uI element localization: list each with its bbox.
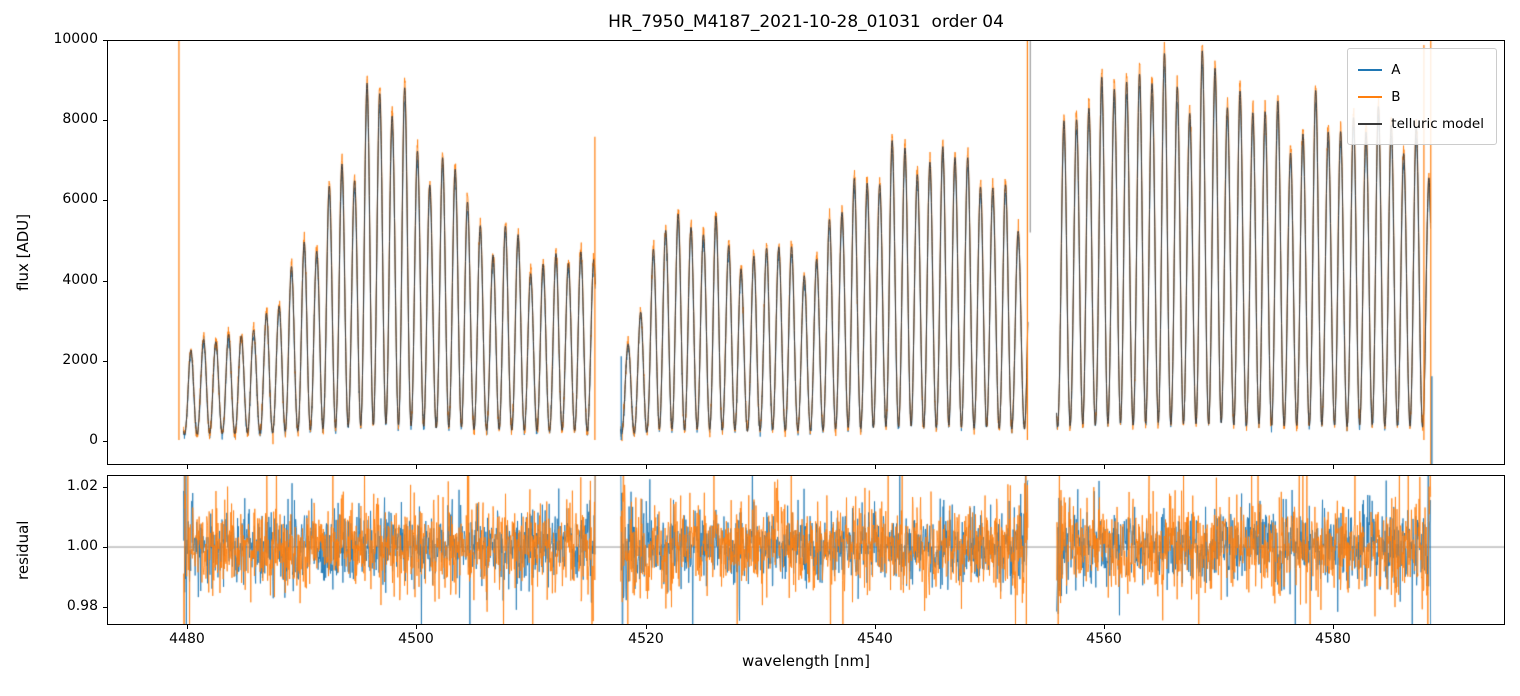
legend-label: B: [1391, 88, 1401, 105]
x-tick-mark: [1104, 465, 1105, 469]
x-tick-label: 4520: [628, 631, 664, 647]
x-tick-mark: [187, 625, 188, 629]
legend-entry: telluric model: [1358, 110, 1484, 137]
x-tick-mark: [416, 625, 417, 629]
y-tick-label: 6000: [62, 191, 98, 207]
x-tick-label: 4560: [1086, 631, 1122, 647]
legend-line-sample: [1358, 68, 1383, 71]
chart-title: HR_7950_M4187_2021-10-28_01031 order 04: [608, 12, 1004, 32]
y-tick-mark: [103, 547, 107, 548]
y-tick-label: 0.98: [66, 598, 98, 614]
x-tick-label: 4500: [398, 631, 434, 647]
y-tick-mark: [103, 487, 107, 488]
x-tick-mark: [875, 625, 876, 629]
legend-line-sample: [1358, 95, 1383, 98]
x-tick-label: 4480: [169, 631, 205, 647]
y-tick-mark: [103, 281, 107, 282]
y-tick-mark: [103, 441, 107, 442]
y-tick-mark: [103, 607, 107, 608]
y-tick-mark: [103, 200, 107, 201]
flux-plot-canvas: [108, 41, 1504, 464]
y-tick-label: 2000: [62, 352, 98, 368]
legend-entry: A: [1358, 56, 1484, 83]
y-tick-label: 4000: [62, 272, 98, 288]
y-tick-label: 0: [89, 432, 98, 448]
y-tick-mark: [103, 361, 107, 362]
y-tick-label: 1.02: [66, 478, 98, 494]
x-tick-mark: [646, 625, 647, 629]
flux-y-axis-label: flux [ADU]: [14, 213, 32, 292]
x-tick-mark: [646, 465, 647, 469]
y-tick-mark: [103, 120, 107, 121]
x-tick-mark: [1333, 465, 1334, 469]
residual-y-axis-label: residual: [14, 520, 32, 580]
x-tick-mark: [187, 465, 188, 469]
y-tick-label: 10000: [53, 31, 98, 47]
x-tick-mark: [1333, 625, 1334, 629]
y-tick-mark: [103, 40, 107, 41]
x-tick-label: 4580: [1315, 631, 1351, 647]
x-tick-mark: [1104, 625, 1105, 629]
legend-label: telluric model: [1391, 115, 1484, 132]
legend-line-sample: [1358, 122, 1383, 125]
y-tick-label: 8000: [62, 111, 98, 127]
x-tick-mark: [416, 465, 417, 469]
residual-plot-canvas: [108, 476, 1504, 624]
x-tick-label: 4540: [857, 631, 893, 647]
x-tick-mark: [875, 465, 876, 469]
x-axis-label: wavelength [nm]: [742, 652, 870, 670]
legend-entry: B: [1358, 83, 1484, 110]
legend-label: A: [1391, 61, 1401, 78]
y-tick-label: 1.00: [66, 538, 98, 554]
residual-axes: [107, 475, 1505, 625]
